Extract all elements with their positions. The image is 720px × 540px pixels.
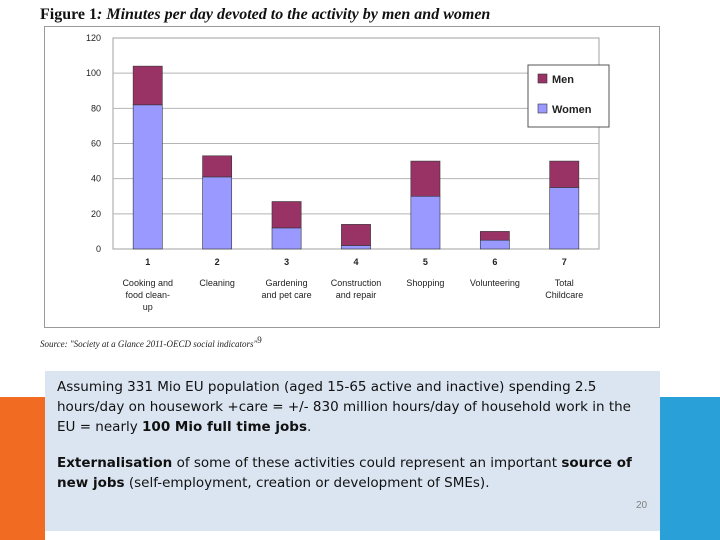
y-tick-label: 0: [96, 244, 101, 254]
page-number: 20: [636, 500, 648, 511]
x-category-label: Cleaning: [199, 278, 235, 288]
x-tick-number: 5: [423, 257, 428, 267]
externalisation-highlight: Externalisation: [57, 455, 173, 471]
figure-label: Figure 1: [40, 6, 98, 23]
bar-men-7: [549, 160, 580, 188]
x-category-label: Volunteering: [470, 278, 520, 288]
full-time-jobs-highlight: 100 Mio full time jobs: [142, 419, 307, 435]
decorative-blue-bar: [660, 397, 720, 540]
bar-men-6: [479, 231, 510, 241]
x-category-label: and pet care: [262, 290, 312, 300]
y-tick-label: 120: [86, 33, 101, 43]
x-tick-number: 6: [492, 257, 497, 267]
paragraph-2-text: of some of these activities could repres…: [172, 455, 562, 471]
legend-label-men: Men: [552, 74, 574, 86]
bar-men-3: [271, 201, 302, 229]
bar-women-1: [132, 104, 163, 250]
footnote-mark: 9: [257, 335, 262, 345]
bar-men-4: [341, 224, 371, 246]
x-category-label: Total: [555, 278, 574, 288]
bar-chart: 0 20 40 60 80 100 120 1 Cooking and food clean-up…: [86, 33, 610, 312]
y-tick-label: 20: [91, 209, 101, 219]
bar-men-2: [202, 155, 233, 178]
bar-women-3: [271, 227, 302, 250]
x-tick-number: 1: [145, 257, 150, 267]
x-tick-number: 3: [284, 257, 289, 267]
legend-swatch-women: [537, 103, 548, 114]
bar-women-7: [549, 187, 580, 250]
x-tick-number: 7: [562, 257, 567, 267]
x-category-label: Gardening: [266, 278, 308, 288]
legend-label-women: Women: [552, 104, 592, 116]
paragraph-1-text: Assuming 331 Mio EU population (aged 15-…: [57, 379, 631, 435]
x-category-label: Construction: [331, 278, 382, 288]
summary-text-box: Assuming 331 Mio EU population (aged 15-…: [45, 371, 660, 531]
x-category-label: food clean-: [125, 290, 170, 300]
chart-frame: 0 20 40 60 80 100 120 1 Cooking and food clean-up…: [44, 26, 660, 328]
y-tick-label: 60: [91, 139, 101, 149]
source-text: Source: "Society at a Glance 2011-OECD s…: [40, 339, 258, 349]
figure-title: Figure 1: Minutes per day devoted to the…: [40, 6, 490, 24]
y-tick-label: 80: [91, 103, 101, 113]
y-tick-label: 100: [86, 68, 101, 78]
bar-men-1: [132, 65, 163, 106]
paragraph-2-end: (self-employment, creation or developmen…: [124, 475, 490, 491]
paragraph-1-end: .: [307, 419, 312, 435]
bar-women-6: [479, 239, 510, 250]
x-tick-number: 2: [215, 257, 220, 267]
y-tick-label: 40: [91, 174, 101, 184]
figure-caption: : Minutes per day devoted to the activit…: [97, 6, 491, 23]
bar-women-5: [410, 195, 441, 250]
decorative-orange-bar: [0, 397, 45, 540]
new-jobs-highlight: source of new jobs: [57, 455, 632, 491]
x-category-label: Shopping: [406, 278, 444, 288]
bar-men-5: [410, 160, 441, 197]
x-tick-number: 4: [353, 257, 358, 267]
bar-women-4: [341, 245, 371, 250]
x-category-label: and repair: [336, 290, 377, 300]
legend-swatch-men: [537, 73, 548, 84]
bar-women-2: [202, 176, 233, 250]
x-category-label: Cooking and: [122, 278, 173, 288]
legend-box: [527, 64, 610, 128]
paragraph-externalisation: Externalisation of some of these activit…: [57, 453, 650, 493]
x-category-label: up: [143, 302, 153, 312]
x-category-label: Childcare: [545, 290, 583, 300]
paragraph-household-work: Assuming 331 Mio EU population (aged 15-…: [57, 377, 650, 437]
source-note: Source: "Society at a Glance 2011-OECD s…: [40, 335, 262, 349]
